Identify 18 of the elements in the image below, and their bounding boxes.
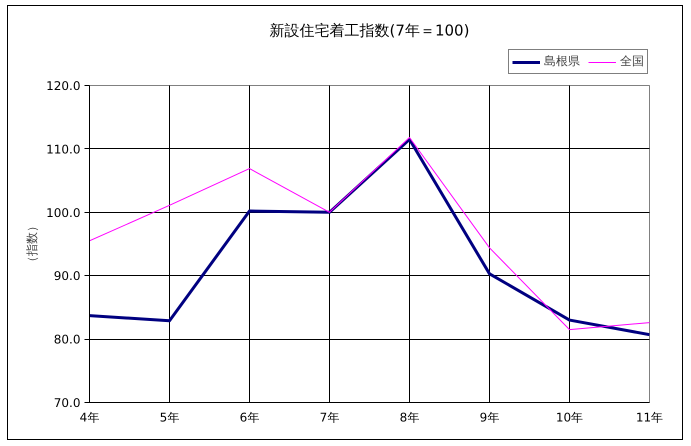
legend-label: 全国 <box>620 53 644 70</box>
x-tick-label: 11年 <box>636 410 664 424</box>
x-tick-label: 6年 <box>240 410 260 424</box>
chart-title: 新設住宅着工指数(7年＝100) <box>270 22 470 40</box>
y-axis-title: （指数） <box>25 220 40 268</box>
x-tick-label: 4年 <box>80 410 100 424</box>
x-tick-label: 8年 <box>400 410 420 424</box>
x-tick-label: 7年 <box>320 410 340 424</box>
y-tick-label: 90.0 <box>54 269 80 284</box>
y-tick-label: 110.0 <box>46 142 81 156</box>
y-tick-label: 120.0 <box>46 79 81 93</box>
x-tick-label: 10年 <box>556 410 584 424</box>
x-tick-label: 9年 <box>480 410 500 424</box>
y-tick-label: 80.0 <box>54 332 80 347</box>
x-tick-label: 5年 <box>160 410 180 424</box>
legend-label: 島根県 <box>544 53 580 70</box>
y-tick-label: 70.0 <box>54 396 80 410</box>
y-tick-label: 100.0 <box>46 206 81 220</box>
